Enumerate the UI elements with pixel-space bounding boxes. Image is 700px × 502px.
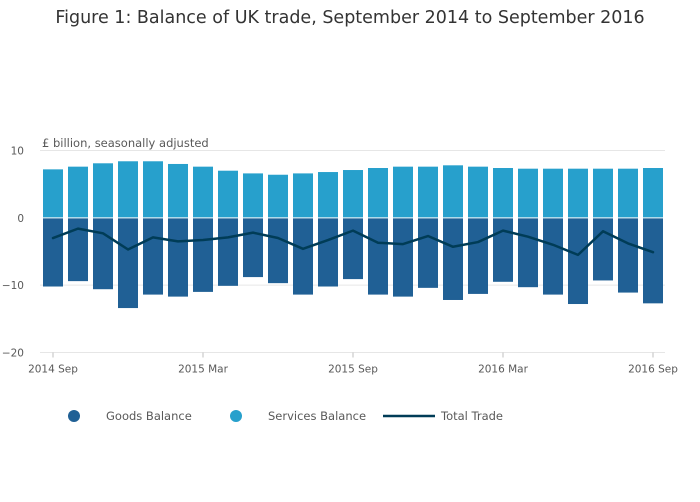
goods-balance-bar (393, 217, 413, 297)
goods-balance-bar (218, 217, 238, 286)
goods-balance-bar (518, 217, 538, 288)
legend: Goods Balance Services Balance Total Tra… (68, 409, 503, 423)
y-axis-label: £ billion, seasonally adjusted (42, 136, 209, 150)
goods-balance-bar (443, 217, 463, 300)
legend-goods-marker (68, 410, 80, 422)
services-balance-bar (93, 163, 113, 218)
x-tick-label: 2016 Mar (478, 364, 529, 376)
goods-balance-bar (568, 217, 588, 305)
goods-balance-bar (68, 217, 88, 282)
goods-balance-bars (43, 217, 663, 309)
goods-balance-bar (493, 217, 513, 282)
goods-balance-bar (243, 217, 263, 278)
legend-services-label: Services Balance (268, 409, 366, 423)
goods-balance-bar (543, 217, 563, 295)
services-balance-bar (518, 168, 538, 218)
goods-balance-bar (643, 217, 663, 304)
services-balance-bar (393, 166, 413, 218)
services-balance-bar (293, 173, 313, 218)
services-balance-bar (418, 166, 438, 218)
services-balance-bar (493, 168, 513, 218)
goods-balance-bar (118, 217, 138, 309)
chart-title: Figure 1: Balance of UK trade, September… (55, 8, 644, 28)
goods-balance-bar (593, 217, 613, 281)
services-balance-bar (368, 168, 388, 218)
goods-balance-bar (418, 217, 438, 288)
services-balance-bar (193, 166, 213, 218)
goods-balance-bar (368, 217, 388, 295)
goods-balance-bar (468, 217, 488, 294)
goods-balance-bar (268, 217, 288, 284)
x-tick-label: 2015 Sep (328, 364, 378, 376)
goods-balance-bar (618, 217, 638, 293)
services-balance-bar (243, 173, 263, 218)
services-balance-bar (543, 168, 563, 218)
services-balance-bar (468, 166, 488, 218)
goods-balance-bar (343, 217, 363, 280)
y-tick-label: 10 (11, 146, 24, 158)
x-axis: 2014 Sep 2015 Mar 2015 Sep 2016 Mar 2016 Sep (28, 352, 678, 376)
x-tick-label: 2015 Mar (178, 364, 229, 376)
services-balance-bar (118, 161, 138, 218)
services-balance-bar (643, 168, 663, 218)
services-balance-bar (218, 170, 238, 218)
x-tick-label: 2016 Sep (628, 364, 678, 376)
x-tick-label: 2014 Sep (28, 364, 78, 376)
legend-services-marker (230, 410, 242, 422)
services-balance-bar (43, 169, 63, 218)
services-balance-bar (618, 168, 638, 218)
goods-balance-bar (318, 217, 338, 287)
services-balance-bar (318, 172, 338, 218)
goods-balance-bar (168, 217, 188, 297)
legend-total-trade-label: Total Trade (440, 409, 503, 423)
services-balance-bar (343, 170, 363, 218)
y-axis-ticks: 10 0 −10 −20 (2, 146, 24, 360)
services-balance-bar (143, 161, 163, 218)
services-balance-bar (268, 174, 288, 218)
services-balance-bar (68, 166, 88, 218)
total-trade-line-group (51, 227, 655, 257)
goods-balance-bar (143, 217, 163, 295)
services-balance-bar (443, 165, 463, 218)
y-tick-label: −10 (2, 280, 24, 292)
services-balance-bars (43, 161, 663, 218)
y-tick-label: 0 (17, 213, 24, 225)
total-trade-line (51, 227, 655, 257)
legend-goods-label: Goods Balance (106, 409, 192, 423)
y-tick-label: −20 (2, 348, 24, 360)
services-balance-bar (168, 163, 188, 218)
goods-balance-bar (43, 217, 63, 287)
goods-balance-bar (293, 217, 313, 295)
services-balance-bar (593, 168, 613, 218)
goods-balance-bar (193, 217, 213, 292)
services-balance-bar (568, 168, 588, 218)
goods-balance-bar (93, 217, 113, 290)
